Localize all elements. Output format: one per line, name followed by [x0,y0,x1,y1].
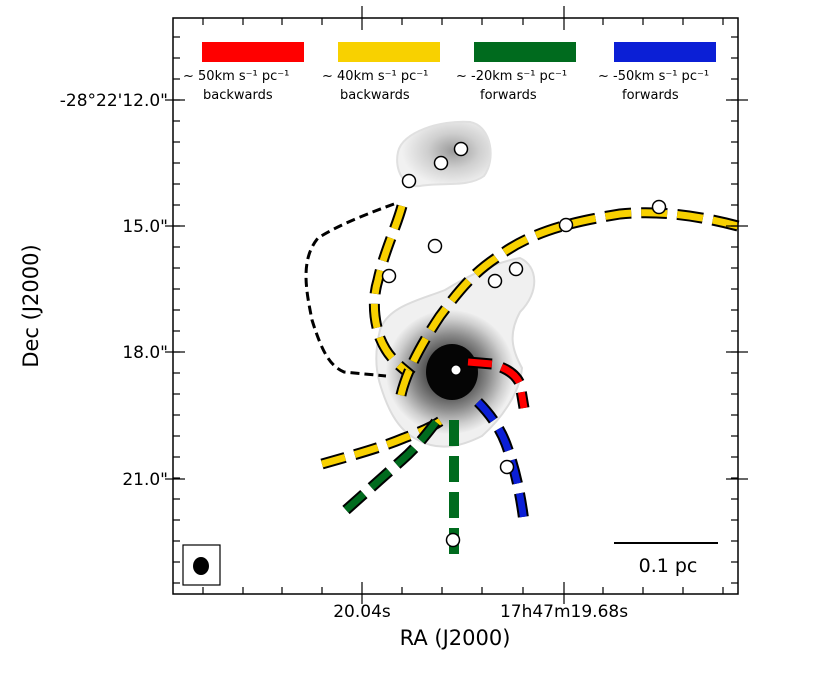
x-tick-label: 20.04s [333,602,391,622]
source-marker [651,199,667,215]
legend-swatch-red [202,42,304,62]
y-axis-label: Dec (J2000) [19,244,43,367]
y-tick-label: -28°22'12.0" [60,91,168,111]
central-source [450,364,462,376]
sources [381,141,667,548]
source-marker [558,217,574,233]
source-marker [401,173,417,189]
scale-bar-label: 0.1 pc [639,555,698,577]
legend-swatch-green [474,42,576,62]
legend-sublabel: backwards [340,88,410,103]
beam-indicator [182,544,221,586]
x-tick-label: 17h47m19.68s [500,602,628,622]
legend-sublabel: forwards [622,88,679,103]
legend-swatch-blue [614,42,716,62]
source-marker [487,273,503,289]
legend-label: ~ 50km s⁻¹ pc⁻¹ [183,69,289,84]
source-marker [381,268,397,284]
source-marker [433,155,449,171]
source-marker [508,261,524,277]
legend-swatch-yellow [338,42,440,62]
legend-label: ~ 40km s⁻¹ pc⁻¹ [322,69,428,84]
streamer-paths [304,202,740,560]
source-marker [453,141,469,157]
y-tick-label: 15.0" [122,217,168,237]
source-marker [445,532,461,548]
y-tick-label: 21.0" [122,470,168,490]
x-axis-label: RA (J2000) [400,626,511,650]
legend-sublabel: backwards [203,88,273,103]
legend-sublabel: forwards [480,88,537,103]
axis-ticks [165,6,748,604]
plot-frame [172,17,739,595]
legend-label: ~ -50km s⁻¹ pc⁻¹ [598,69,709,84]
y-tick-label: 18.0" [122,343,168,363]
black-dashed-path [304,202,395,378]
legend-label: ~ -20km s⁻¹ pc⁻¹ [456,69,567,84]
scale-bar: 0.1 pc [614,542,718,577]
source-marker [427,238,443,254]
source-marker [499,459,515,475]
beam-ellipse [193,557,209,575]
legend: ~ 50km s⁻¹ pc⁻¹ backwards ~ 40km s⁻¹ pc⁻… [183,42,716,103]
emission-map [375,120,536,448]
